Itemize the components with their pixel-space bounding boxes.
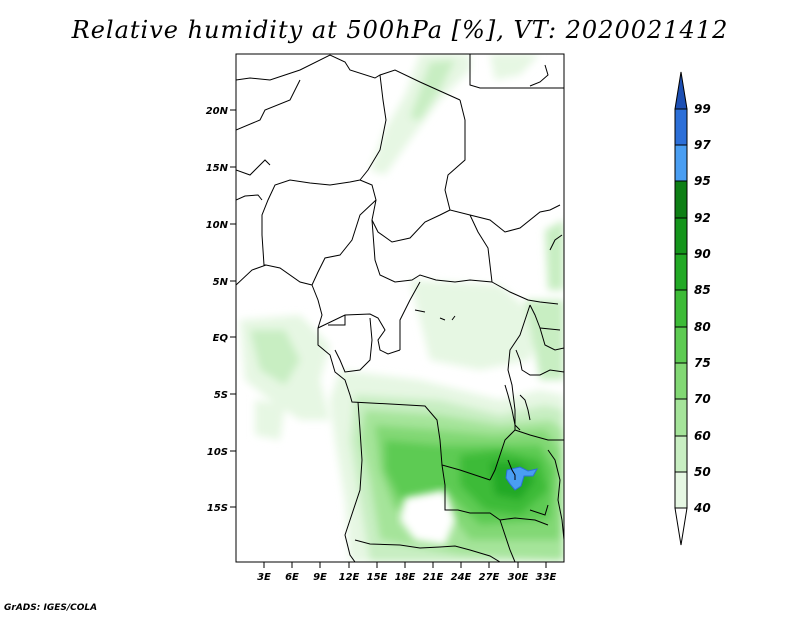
colorbar-label: 95 xyxy=(694,174,711,188)
colorbar-segment xyxy=(674,326,688,364)
colorbar-min-arrow xyxy=(674,507,688,546)
lon-label: 24E xyxy=(451,572,472,583)
lat-label: 5S xyxy=(214,390,228,401)
longitude-axis: 3E 6E 9E 12E 15E 18E 21E 24E 27E 30E 33E xyxy=(257,562,557,583)
colorbar-label: 40 xyxy=(693,501,711,515)
colorbar-segment xyxy=(674,180,688,219)
colorbar-segment xyxy=(674,253,688,291)
colorbar-label: 97 xyxy=(694,138,711,152)
lon-label: 33E xyxy=(536,572,557,583)
grads-credit: GrADS: IGES/COLA xyxy=(4,603,98,613)
colorbar-label: 50 xyxy=(694,465,711,479)
lon-label: 6E xyxy=(285,572,299,583)
lat-label: EQ xyxy=(213,333,229,344)
colorbar-label: 60 xyxy=(694,429,711,443)
colorbar-segment xyxy=(674,398,688,437)
colorbar-segment xyxy=(674,217,688,255)
colorbar-label: 75 xyxy=(694,356,711,370)
colorbar-segment xyxy=(674,144,688,182)
lat-label: 15S xyxy=(207,503,228,514)
lat-label: 20N xyxy=(206,106,229,117)
colorbar-segment xyxy=(674,362,688,400)
country-borders xyxy=(236,54,564,562)
lon-label: 30E xyxy=(508,572,529,583)
colorbar-label: 92 xyxy=(694,211,711,225)
colorbar-label: 90 xyxy=(694,247,711,261)
colorbar-label: 80 xyxy=(694,320,711,334)
humidity-shading xyxy=(240,54,564,562)
map-frame xyxy=(235,53,565,563)
lat-label: 10S xyxy=(207,447,228,458)
latitude-axis: 20N 15N 10N 5N EQ 5S 10S 15S xyxy=(206,106,236,514)
colorbar-segment xyxy=(674,289,688,328)
colorbar-label: 85 xyxy=(694,283,711,297)
colorbar-segment xyxy=(674,108,688,146)
map-title: Relative humidity at 500hPa [%], VT: 202… xyxy=(71,16,729,44)
lat-label: 10N xyxy=(206,220,229,231)
lon-label: 3E xyxy=(257,572,271,583)
lon-label: 18E xyxy=(395,572,416,583)
colorbar-max-arrow xyxy=(674,71,688,110)
lat-label: 5N xyxy=(213,277,229,288)
lat-label: 15N xyxy=(206,163,229,174)
lon-label: 21E xyxy=(423,572,444,583)
colorbar-label: 70 xyxy=(694,392,711,406)
lon-label: 12E xyxy=(339,572,360,583)
colorbar: 40 50 60 70 75 80 85 90 92 95 97 99 xyxy=(674,71,711,546)
lon-label: 15E xyxy=(367,572,388,583)
colorbar-segment xyxy=(674,435,688,473)
colorbar-label: 99 xyxy=(694,102,711,116)
colorbar-segment xyxy=(674,471,688,509)
lon-label: 27E xyxy=(479,572,500,583)
lon-label: 9E xyxy=(313,572,327,583)
